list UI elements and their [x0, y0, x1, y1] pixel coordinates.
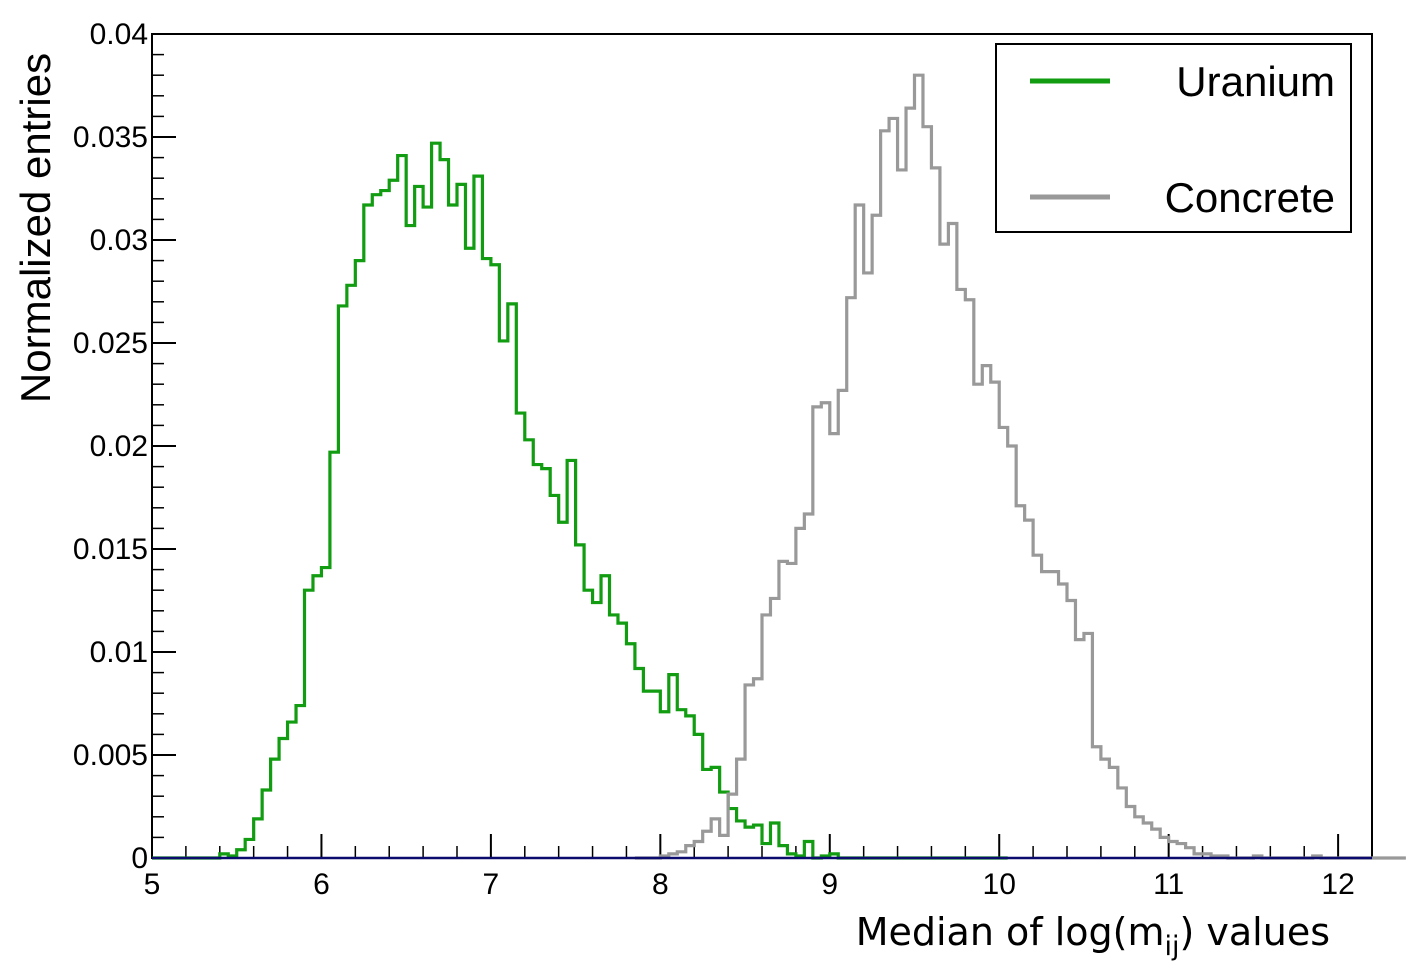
y-tick-label: 0.035 — [73, 121, 148, 154]
y-tick-label: 0.01 — [90, 636, 148, 669]
x-tick-label: 7 — [483, 868, 500, 901]
x-tick-label: 8 — [652, 868, 669, 901]
y-tick-label: 0.005 — [73, 739, 148, 772]
y-tick-label: 0.015 — [73, 533, 148, 566]
y-axis-ticks: 0 0.005 0.01 0.015 0.02 0.025 0.03 0.035 0.04 — [73, 18, 176, 875]
x-tick-label: 11 — [1153, 868, 1184, 901]
y-axis-title: Normalized entries — [12, 53, 59, 403]
series-layer — [152, 73, 1406, 860]
y-tick-label: 0.025 — [73, 327, 148, 360]
legend: Uranium Concrete — [995, 43, 1352, 233]
x-axis-ticks: 5 6 7 8 9 10 11 12 — [144, 834, 1373, 901]
legend-label-concrete: Concrete — [1165, 174, 1335, 221]
x-tick-label: 6 — [313, 868, 330, 901]
y-tick-label: 0.02 — [90, 430, 148, 463]
x-tick-label: 10 — [983, 868, 1016, 901]
x-tick-label: 5 — [144, 868, 161, 901]
y-tick-label: 0.04 — [90, 18, 148, 51]
x-tick-label: 9 — [821, 868, 838, 901]
y-tick-label: 0.03 — [90, 224, 148, 257]
legend-label-uranium: Uranium — [1176, 58, 1335, 105]
x-tick-label: 12 — [1321, 868, 1354, 901]
x-axis-title: Median of log(mij) values — [856, 910, 1330, 962]
series-uranium-line — [152, 141, 1008, 860]
legend-box — [995, 43, 1352, 233]
series-concrete-line — [634, 73, 1406, 860]
y-tick-label: 0 — [131, 842, 148, 875]
